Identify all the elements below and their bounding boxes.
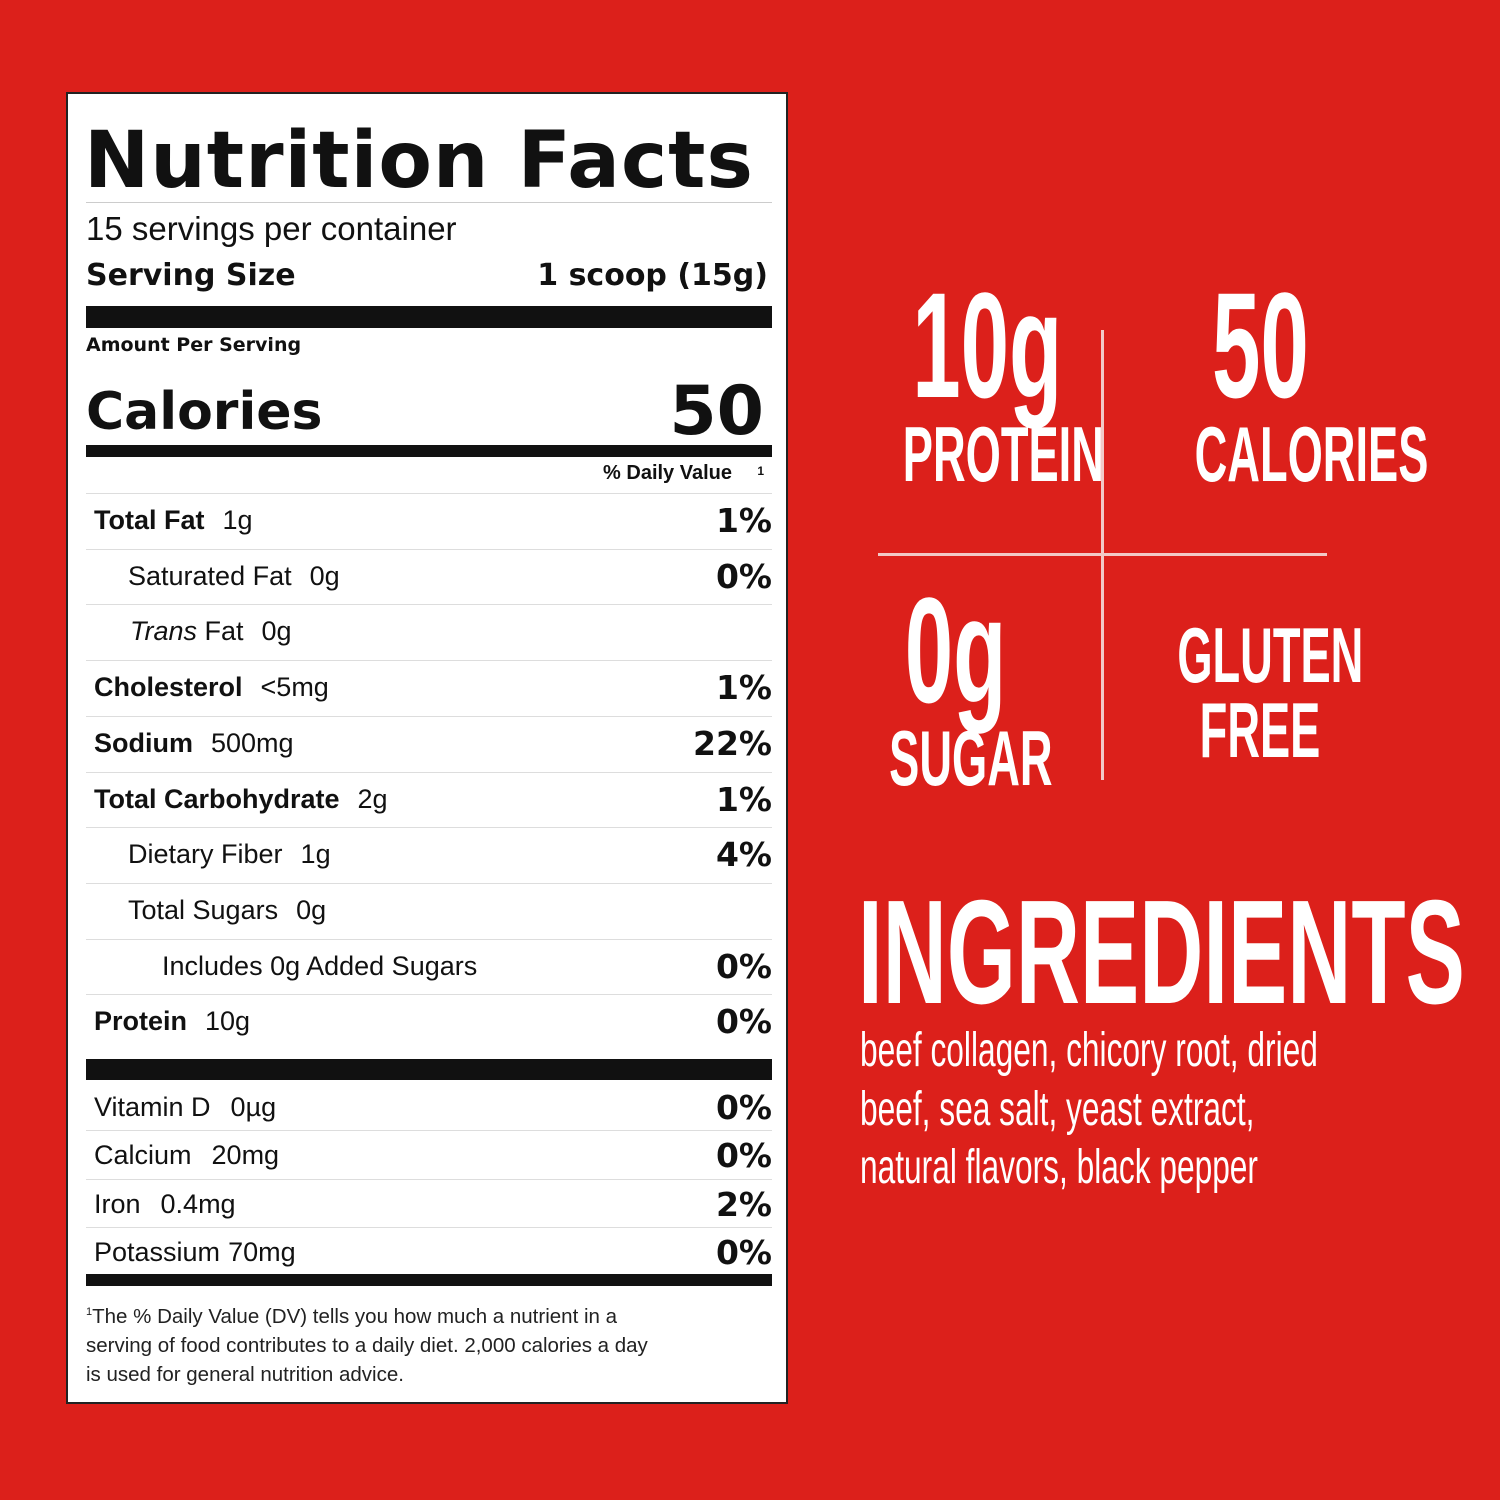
vitamin-name: Iron	[94, 1188, 141, 1219]
daily-value-footnote-mark: 1	[757, 464, 764, 478]
vitamin-row: Calcium 20mg 0%	[86, 1134, 772, 1176]
nutrient-amount: <5mg	[260, 672, 329, 703]
protein-label: PROTEIN	[902, 410, 1104, 498]
row-divider	[86, 493, 772, 494]
row-divider	[86, 938, 772, 940]
gluten-free-line1: GLUTEN	[1177, 611, 1364, 699]
nutrition-title: Nutrition Facts	[84, 116, 754, 206]
vitamin-amount: 0µg	[230, 1092, 277, 1122]
ingredients-heading: INGREDIENTS	[858, 870, 1465, 1035]
nutrient-amount: 0g	[296, 894, 327, 925]
nutrient-daily-value: 1%	[715, 501, 772, 540]
divider	[86, 445, 772, 457]
nutrient-row: Total Sugars 0g	[86, 889, 772, 929]
gluten-free-line2: FREE	[1199, 686, 1321, 774]
nutrient-name: Sodium	[94, 727, 193, 758]
row-divider	[86, 548, 772, 550]
nutrient-amount: 1g	[300, 839, 331, 870]
row-divider	[86, 715, 772, 717]
calories-label: Calories	[86, 382, 323, 442]
row-divider	[86, 771, 772, 773]
nutrient-daily-value: 0%	[715, 1002, 772, 1042]
vitamin-row: Iron 0.4mg 2%	[86, 1183, 772, 1224]
row-divider	[86, 660, 772, 662]
ingredients-list: beef collagen, chicory root, dried beef, …	[860, 1022, 1500, 1198]
nutrient-row: Dietary Fiber 1g 4%	[86, 833, 772, 875]
servings-per-container: 15 servings per container	[86, 210, 457, 247]
nutrient-amount: 500mg	[211, 727, 294, 758]
vitamin-name: Potassium	[94, 1236, 221, 1267]
protein-value: 10g	[912, 261, 1063, 429]
calories-value: 50	[669, 372, 764, 451]
row-divider	[86, 604, 772, 606]
calories-label-highlight: CALORIES	[1194, 410, 1429, 498]
sugar-value: 0g	[905, 566, 1007, 734]
nutrient-name: Cholesterol	[94, 672, 243, 703]
divider	[86, 1274, 772, 1286]
vitamin-name: Calcium	[94, 1140, 192, 1171]
nutrition-facts-panel: Nutrition Facts 15 servings per containe…	[66, 92, 788, 1404]
ingredients-line: natural flavors, black pepper	[860, 1141, 1258, 1194]
nutrient-name: Protein	[94, 1006, 188, 1037]
nutrient-row: Sodium 500mg 22%	[86, 722, 772, 763]
nutrient-name: Saturated Fat	[128, 560, 292, 591]
nutrient-name: Trans	[130, 616, 198, 647]
row-divider	[86, 1226, 772, 1228]
serving-size-label: Serving Size	[86, 258, 296, 293]
nutrient-row: Cholesterol <5mg 1%	[86, 666, 772, 708]
nutrient-daily-value: 4%	[715, 835, 772, 875]
nutrient-daily-value: 1%	[715, 779, 772, 819]
nutrient-daily-value: 22%	[693, 723, 772, 763]
nutrient-row: Total Carbohydrate 2g 1%	[86, 778, 772, 819]
horizontal-divider	[878, 553, 1327, 556]
vitamin-row: Vitamin D 0µg 0%	[86, 1086, 772, 1127]
ingredients-line: beef, sea salt, yeast extract,	[860, 1082, 1255, 1136]
nutrient-name: Dietary Fiber	[128, 839, 283, 870]
nutrient-daily-value: 0%	[715, 556, 772, 596]
vitamin-amount: 20mg	[211, 1140, 280, 1171]
footnote: 1The % Daily Value (DV) tells you how mu…	[86, 1304, 648, 1386]
vitamin-daily-value: 0%	[715, 1232, 772, 1272]
nutrient-amount: 10g	[205, 1006, 251, 1037]
vitamin-row: Potassium 70mg 0%	[86, 1231, 772, 1272]
nutrient-name: Total Fat	[94, 505, 205, 535]
daily-value-header: % Daily Value	[603, 462, 732, 484]
nutrient-row: Protein 10g 0%	[86, 1000, 772, 1042]
row-divider	[86, 827, 772, 829]
nutrient-name: Includes 0g Added Sugars	[162, 950, 478, 981]
sugar-label: SUGAR	[889, 714, 1053, 802]
row-divider	[86, 1130, 772, 1132]
nutrient-amount: 0g	[309, 560, 340, 591]
row-divider	[86, 882, 772, 884]
amount-per-serving: Amount Per Serving	[86, 334, 302, 356]
nutrient-name: Total Sugars	[128, 894, 279, 925]
nutrient-row: Includes 0g Added Sugars 0%	[86, 945, 772, 986]
vitamin-amount: 0.4mg	[160, 1188, 236, 1219]
serving-size-value: 1 scoop (15g)	[537, 258, 768, 293]
nutrient-row: Trans Fat 0g	[86, 610, 772, 650]
vitamin-name: Vitamin D	[94, 1092, 211, 1122]
nutrient-amount: 1g	[222, 505, 253, 535]
calories-value-highlight: 50	[1211, 261, 1309, 429]
nutrient-name: Total Carbohydrate	[94, 783, 340, 814]
row-divider	[86, 994, 772, 996]
nutrient-daily-value: 0%	[715, 946, 772, 986]
nutrient-row: Total Fat 1g 1%	[86, 499, 772, 540]
vitamin-daily-value: 2%	[715, 1184, 772, 1224]
divider	[86, 1059, 772, 1080]
ingredients-line: beef collagen, chicory root, dried	[860, 1024, 1318, 1077]
vitamin-daily-value: 0%	[715, 1136, 772, 1176]
nutrient-amount: 0g	[261, 616, 292, 647]
divider	[86, 306, 772, 328]
nutrient-daily-value: 1%	[715, 668, 772, 708]
nutrient-name-suffix: Fat	[197, 616, 244, 647]
row-divider	[86, 1178, 772, 1180]
vitamin-daily-value: 0%	[715, 1088, 772, 1127]
vitamin-amount: 70mg	[228, 1236, 296, 1267]
nutrient-row: Saturated Fat 0g 0%	[86, 555, 772, 596]
nutrient-amount: 2g	[357, 783, 388, 814]
